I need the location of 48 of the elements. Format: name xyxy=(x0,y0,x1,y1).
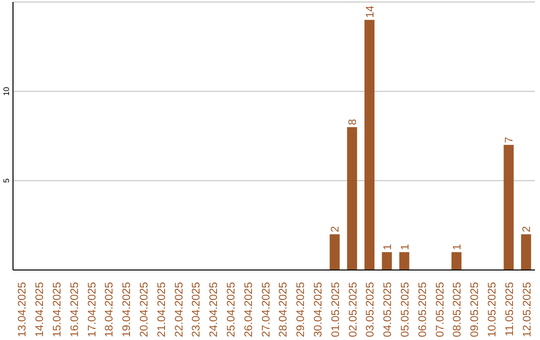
bar xyxy=(504,144,514,270)
data-label: 2 xyxy=(521,226,534,232)
x-tick-label: 18.04.2025 xyxy=(104,282,116,338)
x-tick-label: 20.04.2025 xyxy=(138,282,150,338)
data-label: 1 xyxy=(382,244,394,250)
data-label: 1 xyxy=(399,244,412,250)
x-tick-label: 30.04.2025 xyxy=(312,282,324,338)
x-tick-label: 29.04.2025 xyxy=(295,282,308,338)
y-tick-label: 10 xyxy=(2,86,11,96)
data-label: 8 xyxy=(347,118,360,126)
x-tick-label: 06.05.2025 xyxy=(416,282,429,338)
bar xyxy=(399,252,410,270)
x-tick-label: 11.05.2025 xyxy=(504,282,516,336)
x-tick-label: 09.05.2025 xyxy=(469,282,482,338)
x-tick-label: 22.04.2025 xyxy=(173,282,186,338)
x-tick-label: 26.04.2025 xyxy=(242,282,255,338)
bar xyxy=(521,234,532,270)
data-label: 14 xyxy=(364,6,376,18)
x-tick-label: 15.04.2025 xyxy=(52,282,64,338)
x-tick-label: 16.04.2025 xyxy=(68,282,81,338)
x-tick-label: 27.04.2025 xyxy=(260,282,272,338)
x-tick-label: 28.04.2025 xyxy=(278,282,290,338)
x-tick-label: 02.05.2025 xyxy=(347,282,360,338)
bar xyxy=(330,234,340,270)
x-tick-label: 03.05.2025 xyxy=(364,282,377,338)
x-tick-label: 10.05.2025 xyxy=(486,282,498,338)
x-tick-label: 19.04.2025 xyxy=(121,282,134,338)
x-tick-label: 12.05.2025 xyxy=(521,282,534,338)
x-tick-label: 07.05.2025 xyxy=(434,282,446,338)
x-tick-label: 01.05.2025 xyxy=(330,282,342,338)
bar xyxy=(382,252,392,270)
x-tick-label: 17.04.2025 xyxy=(86,282,98,338)
data-label: 2 xyxy=(330,226,342,232)
x-tick-label: 05.05.2025 xyxy=(400,282,412,338)
x-tick-label: 08.05.2025 xyxy=(452,282,464,338)
x-tick-label: 13.04.2025 xyxy=(16,282,29,338)
x-tick-label: 24.04.2025 xyxy=(208,282,220,338)
x-tick-label: 23.04.2025 xyxy=(190,282,203,338)
x-tick-label: 14.04.2025 xyxy=(34,282,46,338)
x-tick-label: 25.04.2025 xyxy=(226,282,238,338)
data-label: 7 xyxy=(504,136,516,143)
bar xyxy=(364,20,374,270)
bar xyxy=(451,252,462,270)
y-tick-label: 5 xyxy=(2,178,11,183)
data-label: 1 xyxy=(451,244,464,250)
x-tick-label: 21.04.2025 xyxy=(156,282,168,338)
x-tick-label: 04.05.2025 xyxy=(382,282,394,338)
bar xyxy=(347,127,358,270)
